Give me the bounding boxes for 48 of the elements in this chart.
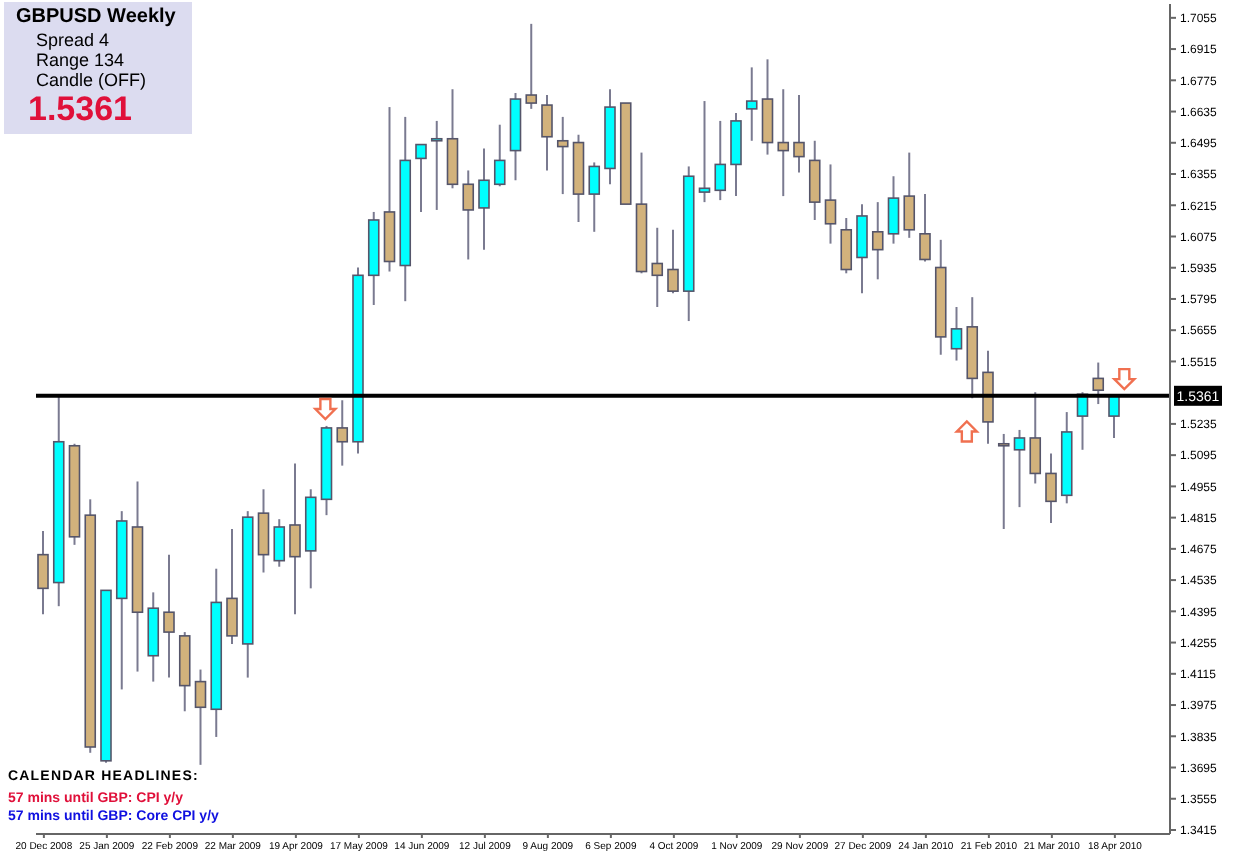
- candlestick: [273, 518, 286, 568]
- candlestick: [1029, 391, 1042, 485]
- candlestick: [37, 530, 49, 616]
- candlestick: [493, 123, 506, 188]
- candlestick: [761, 58, 774, 156]
- candlestick: [667, 228, 679, 295]
- candlestick: [840, 216, 853, 275]
- candlestick: [651, 226, 664, 308]
- candlestick: [950, 305, 963, 362]
- candlestick: [541, 94, 553, 172]
- annotation: Spread 4: [34, 30, 112, 50]
- candlestick: [478, 147, 490, 251]
- candlestick: [808, 139, 821, 221]
- candlestick: [446, 88, 459, 190]
- candlestick: [1092, 361, 1105, 406]
- candlestick: [462, 169, 475, 261]
- candlestick: [163, 553, 175, 679]
- candlestick: [430, 119, 443, 211]
- annotation: 1.5361: [26, 90, 134, 128]
- candlestick: [793, 94, 805, 174]
- annotation: Range 134: [34, 50, 127, 70]
- candlestick: [1045, 452, 1057, 524]
- candlestick: [824, 163, 837, 245]
- candlestick: [415, 143, 427, 213]
- candlestick: [336, 399, 349, 467]
- candlestick: [919, 193, 931, 263]
- candlestick: [226, 528, 238, 645]
- candlestick: [871, 201, 884, 281]
- candlestick: [997, 432, 1010, 530]
- candlestick: [745, 66, 758, 142]
- candlestick: [147, 591, 160, 683]
- candlestick: [289, 462, 301, 616]
- candlestick: [588, 161, 601, 233]
- candlestick: [777, 88, 790, 198]
- candlestick: [887, 175, 900, 245]
- candlestick: [903, 151, 916, 239]
- annotation: Candle (OFF): [34, 70, 149, 90]
- candlestick: [698, 100, 711, 204]
- candlestick: [856, 203, 868, 295]
- candlestick: [556, 115, 569, 196]
- candlestick: [1013, 428, 1026, 509]
- candlestick: [714, 119, 727, 202]
- candlestick: [257, 488, 270, 574]
- chart-title: GBPUSD Weekly: [16, 6, 176, 30]
- candlestick: [1108, 394, 1120, 439]
- candlestick: [730, 111, 742, 198]
- candlestick: [525, 22, 538, 110]
- candlestick: [194, 668, 207, 766]
